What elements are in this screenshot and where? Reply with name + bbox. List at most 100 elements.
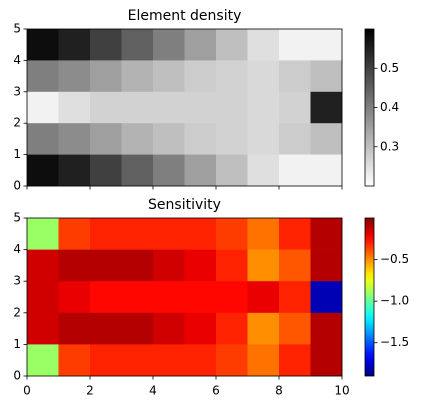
heat-cell xyxy=(121,218,154,250)
y-tick-label: 1 xyxy=(13,147,21,161)
heat-cell xyxy=(184,312,217,345)
heat-cell xyxy=(310,29,343,61)
heat-cell xyxy=(90,60,122,93)
heat-cell xyxy=(90,29,122,61)
heat-cell xyxy=(310,218,343,250)
heat-cell xyxy=(27,91,59,124)
x-tick-label: 8 xyxy=(275,384,283,398)
heat-cell xyxy=(153,91,185,124)
heat-cell xyxy=(184,344,217,377)
heat-cell xyxy=(184,60,217,93)
heat-cell xyxy=(90,312,122,345)
heat-cell xyxy=(121,249,154,282)
y-tick-label: 0 xyxy=(13,179,21,193)
heat-cell xyxy=(216,91,248,124)
heat-cell xyxy=(310,249,343,282)
heat-cell xyxy=(184,218,217,250)
heat-cell xyxy=(27,123,59,155)
heat-cell xyxy=(310,154,343,187)
y-tick-label: 3 xyxy=(13,274,21,288)
plot-frame xyxy=(26,217,343,377)
colorbar-tick-label: −1.5 xyxy=(380,335,409,349)
y-tick-label: 5 xyxy=(13,211,21,225)
heat-cell xyxy=(121,29,154,61)
heat-cell xyxy=(90,281,122,314)
heat-cell xyxy=(27,29,59,61)
heat-cell xyxy=(121,281,154,314)
heat-cell xyxy=(216,249,248,282)
heat-cell xyxy=(153,312,185,345)
heat-cell xyxy=(279,29,311,61)
heat-cell xyxy=(90,249,122,282)
x-tick-label: 10 xyxy=(334,384,349,398)
heat-cell xyxy=(184,123,217,155)
heat-cell xyxy=(58,218,91,250)
heat-cell xyxy=(90,123,122,155)
heat-cell xyxy=(216,154,248,187)
heat-cell xyxy=(58,154,91,187)
heat-cell xyxy=(153,218,185,250)
heat-cell xyxy=(279,218,311,250)
heat-cell xyxy=(27,344,59,377)
heat-cell xyxy=(90,154,122,187)
heat-cell xyxy=(27,312,59,345)
heat-cell xyxy=(153,29,185,61)
colorbar xyxy=(364,217,375,377)
heat-cell xyxy=(58,123,91,155)
heat-cell xyxy=(58,344,91,377)
heat-cell xyxy=(58,60,91,93)
heat-cell xyxy=(153,249,185,282)
heat-cell xyxy=(153,60,185,93)
heat-cell xyxy=(121,123,154,155)
heat-cell xyxy=(121,91,154,124)
heat-cell xyxy=(121,154,154,187)
heat-cell xyxy=(216,123,248,155)
heat-cell xyxy=(90,218,122,250)
plot-frame xyxy=(26,28,343,187)
heat-cell xyxy=(121,312,154,345)
heat-cell xyxy=(247,123,280,155)
heat-cell xyxy=(310,60,343,93)
heat-cell xyxy=(58,312,91,345)
heat-cell xyxy=(90,91,122,124)
heat-cell xyxy=(184,91,217,124)
heat-cell xyxy=(184,249,217,282)
heat-cell xyxy=(153,154,185,187)
heat-cell xyxy=(216,218,248,250)
heat-cell xyxy=(216,312,248,345)
colorbar-tick-label: −1.0 xyxy=(380,294,409,308)
heat-cell xyxy=(58,29,91,61)
y-tick-label: 4 xyxy=(13,242,21,256)
x-tick-label: 6 xyxy=(212,384,220,398)
heat-cell xyxy=(279,91,311,124)
heat-cell xyxy=(247,29,280,61)
colorbar xyxy=(364,28,375,187)
heat-cell xyxy=(121,344,154,377)
y-tick-label: 2 xyxy=(13,116,21,130)
y-tick-label: 0 xyxy=(13,369,21,383)
heat-cell xyxy=(121,60,154,93)
heat-cell xyxy=(216,281,248,314)
heat-cell xyxy=(310,344,343,377)
heat-cell xyxy=(58,281,91,314)
heat-cell xyxy=(279,281,311,314)
heat-cell xyxy=(27,154,59,187)
heat-cell xyxy=(247,154,280,187)
x-tick-label: 2 xyxy=(86,384,94,398)
heat-cell xyxy=(216,29,248,61)
y-tick-label: 2 xyxy=(13,305,21,319)
heat-cell xyxy=(279,123,311,155)
heat-cell xyxy=(184,154,217,187)
y-tick-label: 4 xyxy=(13,53,21,67)
heat-cell xyxy=(58,249,91,282)
heat-cell xyxy=(247,344,280,377)
heat-cell xyxy=(58,91,91,124)
heat-cell xyxy=(310,91,343,124)
heat-cell xyxy=(310,312,343,345)
y-tick-label: 3 xyxy=(13,84,21,98)
heat-cell xyxy=(27,218,59,250)
heat-cell xyxy=(27,60,59,93)
heat-cell xyxy=(279,154,311,187)
heat-cell xyxy=(216,344,248,377)
